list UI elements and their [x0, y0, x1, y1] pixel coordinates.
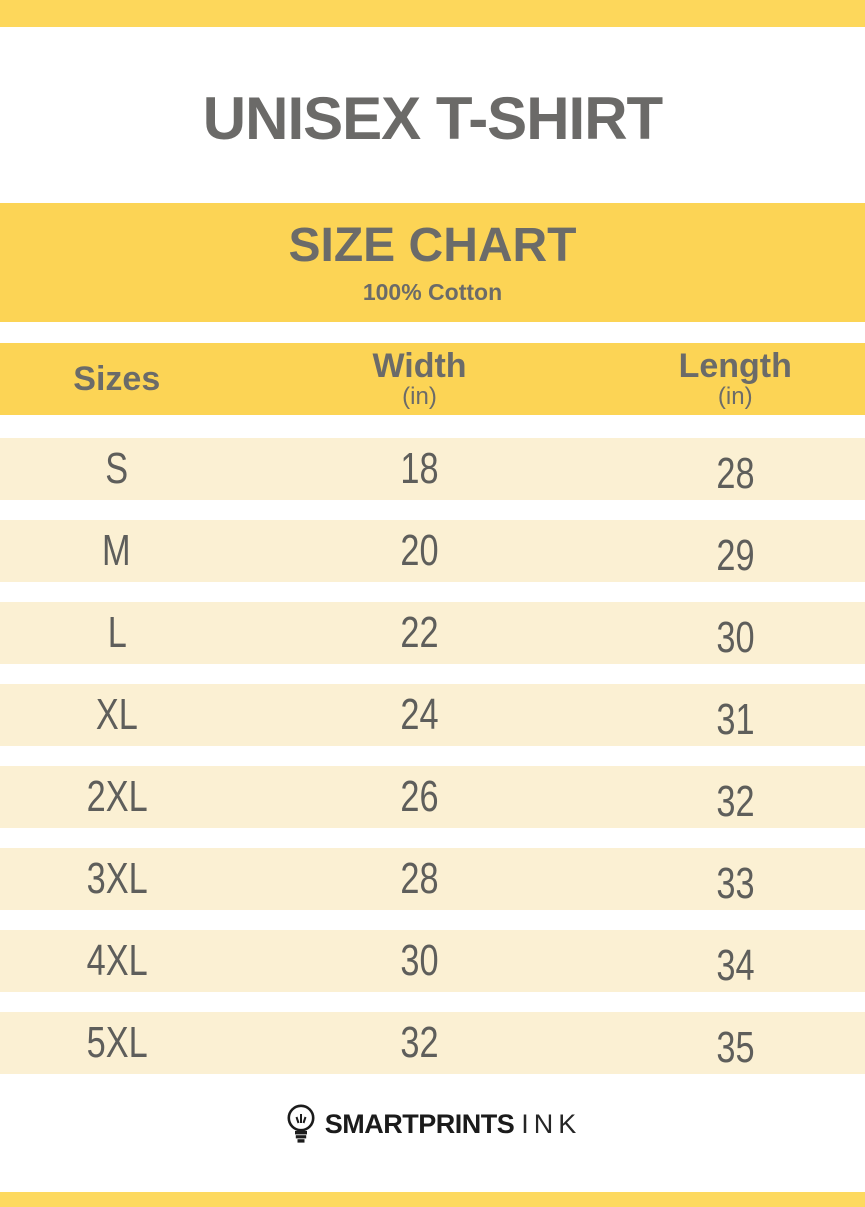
size-cell: XL [95, 690, 138, 739]
table-row: 3XL 28 33 [0, 848, 865, 910]
length-cell: 31 [716, 694, 755, 744]
bottom-accent-bar [0, 1192, 865, 1207]
length-cell: 34 [716, 940, 755, 990]
table-row: M 20 29 [0, 520, 865, 582]
length-cell: 29 [716, 530, 755, 580]
width-cell: 24 [400, 690, 439, 739]
size-cell: 3XL [86, 854, 148, 903]
top-accent-bar [0, 0, 865, 27]
table-row: L 22 30 [0, 602, 865, 664]
column-header-length: Length (in) [605, 343, 865, 415]
size-chart-banner: SIZE CHART 100% Cotton [0, 203, 865, 322]
length-cell: 33 [716, 858, 755, 908]
banner-title: SIZE CHART [288, 219, 577, 272]
length-cell: 35 [716, 1022, 755, 1072]
length-cell: 30 [716, 612, 755, 662]
lightbulb-icon [284, 1103, 318, 1145]
table-row: 4XL 30 34 [0, 930, 865, 992]
size-cell: M [102, 526, 132, 575]
table-row: S 18 28 [0, 438, 865, 500]
length-cell: 32 [716, 776, 755, 826]
column-unit: (in) [717, 383, 753, 410]
size-cell: 4XL [86, 936, 148, 985]
length-cell: 28 [716, 448, 755, 498]
table-row: XL 24 31 [0, 684, 865, 746]
page-title: UNISEX T-SHIRT [202, 85, 663, 152]
brand-name-bold: SMARTPRINTS [324, 1108, 515, 1139]
table-row: 5XL 32 35 [0, 1012, 865, 1074]
size-cell: L [107, 608, 127, 657]
brand-logo: SMARTPRINTS INK [0, 1103, 865, 1145]
size-cell: S [105, 444, 129, 493]
width-cell: 32 [400, 1018, 439, 1067]
size-cell: 2XL [86, 772, 148, 821]
brand-name-light: INK [521, 1108, 582, 1139]
column-header-width: Width (in) [234, 343, 606, 415]
size-cell: 5XL [86, 1018, 148, 1067]
column-label: Width [372, 347, 467, 385]
width-cell: 22 [400, 608, 439, 657]
width-cell: 28 [400, 854, 439, 903]
width-cell: 20 [400, 526, 439, 575]
table-row: 2XL 26 32 [0, 766, 865, 828]
column-unit: (in) [402, 383, 437, 410]
size-table-body: S 18 28 M 20 29 L 22 30 XL 24 31 2XL 26 … [0, 438, 865, 1074]
column-label: Length [678, 347, 792, 385]
width-cell: 26 [400, 772, 439, 821]
table-header-row: Sizes Width (in) Length (in) [0, 343, 865, 415]
width-cell: 18 [400, 444, 439, 493]
banner-subtitle: 100% Cotton [362, 279, 503, 305]
column-header-sizes: Sizes [0, 343, 234, 415]
width-cell: 30 [400, 936, 439, 985]
column-label: Sizes [73, 360, 161, 398]
